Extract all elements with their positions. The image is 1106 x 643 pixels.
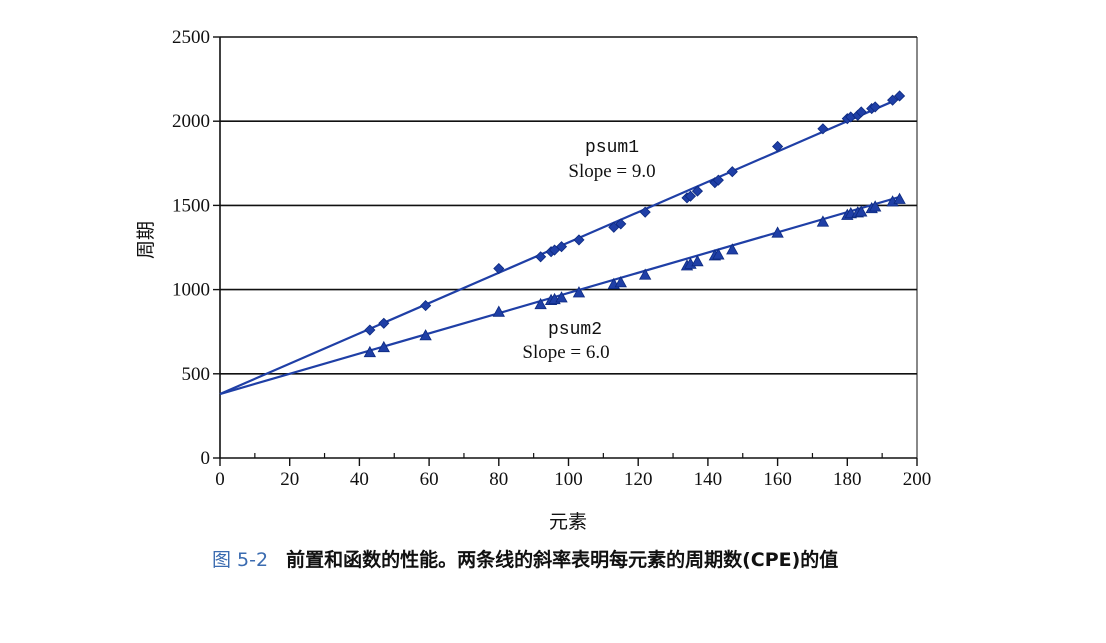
point-psum1-2 <box>420 300 432 312</box>
x-axis-title: 元素 <box>549 511 587 533</box>
y-tick-label-1000: 1000 <box>172 280 210 301</box>
x-tick-label-140: 140 <box>694 469 723 490</box>
y-tick-label-2500: 2500 <box>172 27 210 48</box>
point-psum1-27 <box>894 90 906 102</box>
figure-caption: 图 5-2 前置和函数的性能。两条线的斜率表明每元素的周期数(CPE)的值 <box>212 545 838 572</box>
point-psum2-19 <box>816 215 830 227</box>
point-psum2-0 <box>363 345 377 358</box>
point-psum1-18 <box>772 140 784 153</box>
point-psum2-25 <box>869 200 882 212</box>
y-tick-label-0: 0 <box>201 448 211 469</box>
point-psum1-25 <box>869 101 881 113</box>
point-psum1-10 <box>615 218 627 230</box>
point-psum2-23 <box>855 205 868 217</box>
point-psum1-13 <box>684 190 697 202</box>
figure-number: 图 5-2 <box>212 549 269 571</box>
x-tick-label-40: 40 <box>350 469 369 490</box>
point-psum1-19 <box>817 123 829 135</box>
point-psum2-16 <box>712 248 725 260</box>
point-psum1-14 <box>691 185 704 197</box>
x-tick-label-180: 180 <box>833 469 862 490</box>
point-psum1-11 <box>639 206 651 218</box>
point-psum1-4 <box>535 251 547 263</box>
x-tick-label-0: 0 <box>215 469 225 490</box>
series-label-psum1: psum1 <box>585 138 639 158</box>
point-psum2-8 <box>572 286 586 298</box>
series-label-psum2: psum2 <box>548 320 602 340</box>
point-psum1-3 <box>493 262 505 275</box>
y-tick-label-2000: 2000 <box>172 111 210 132</box>
point-psum1-7 <box>555 241 568 253</box>
performance-chart: 0 500 1000 1500 2000 2500 0 20 40 60 80 100 120 140 16… <box>135 27 931 533</box>
y-tick-label-1500: 1500 <box>172 195 210 216</box>
point-psum2-18 <box>771 226 784 238</box>
y-tick-label-500: 500 <box>182 364 211 385</box>
series-slope-psum1: Slope = 9.0 <box>568 161 655 182</box>
x-tick-label-20: 20 <box>280 469 299 490</box>
point-psum1-17 <box>726 166 738 178</box>
point-psum1-1 <box>378 317 390 329</box>
point-psum1-23 <box>855 106 867 118</box>
point-psum1-0 <box>364 324 376 336</box>
point-psum1-8 <box>573 234 585 246</box>
grid-layer <box>220 36 917 375</box>
figure-caption-text: 前置和函数的性能。两条线的斜率表明每元素的周期数(CPE)的值 <box>286 549 839 571</box>
x-tick-label-80: 80 <box>489 469 508 490</box>
x-tick-label-200: 200 <box>903 469 932 490</box>
series-slope-psum2: Slope = 6.0 <box>522 342 609 363</box>
x-tick-label-60: 60 <box>420 469 439 490</box>
point-psum2-17 <box>726 243 739 255</box>
point-psum2-10 <box>614 276 627 288</box>
x-tick-label-160: 160 <box>763 469 792 490</box>
point-psum2-14 <box>691 254 704 267</box>
point-psum2-3 <box>492 305 505 317</box>
x-tick-label-120: 120 <box>624 469 653 490</box>
point-psum2-7 <box>555 291 568 303</box>
series-layer <box>219 90 906 396</box>
point-psum1-16 <box>712 174 724 186</box>
point-psum2-4 <box>534 297 547 310</box>
point-psum2-2 <box>419 329 432 341</box>
axis-layer: 0 500 1000 1500 2000 2500 0 20 40 60 80 100 120 140 16… <box>172 27 931 490</box>
point-psum2-27 <box>893 192 906 204</box>
point-psum2-11 <box>638 268 652 280</box>
x-tick-label-100: 100 <box>554 469 583 490</box>
point-psum2-1 <box>377 340 390 353</box>
y-axis-title: 周期 <box>135 221 157 259</box>
point-psum1-26 <box>887 94 899 106</box>
